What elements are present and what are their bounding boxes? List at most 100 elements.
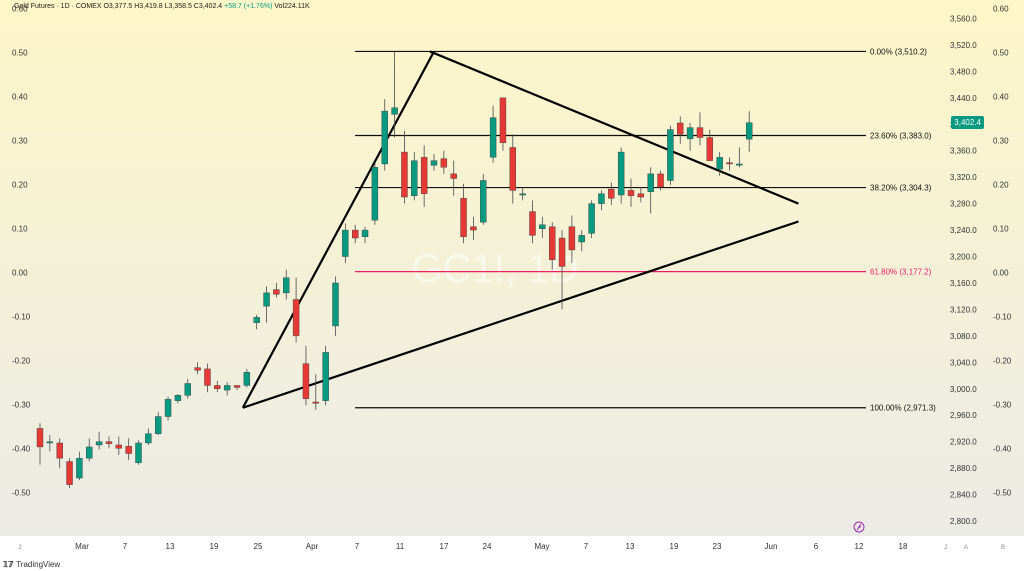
right-axis2-tick-label: 0.60 [993,5,1009,14]
candle-body[interactable] [194,367,201,371]
candle-body[interactable] [588,203,595,234]
x-axis-label: 13 [166,542,175,551]
candle-body[interactable] [529,211,536,236]
right-axis2-tick-label: 0.10 [993,225,1009,234]
candle-body[interactable] [539,224,546,229]
candle-body[interactable] [677,122,684,135]
candle-body[interactable] [637,193,645,198]
trendline-triangle-upper[interactable] [429,50,799,205]
candle-body[interactable] [263,292,270,307]
x-axis-label: 18 [899,542,908,551]
candle-body[interactable] [115,444,123,449]
candle-body[interactable] [174,395,182,401]
candle-body[interactable] [726,162,733,165]
candle-body[interactable] [401,151,408,198]
candle-body[interactable] [125,446,132,454]
candle-body[interactable] [450,173,457,179]
candle-body[interactable] [598,193,605,204]
candle-body[interactable] [519,193,526,196]
candle-body[interactable] [223,385,231,391]
candle-body[interactable] [381,110,388,165]
trendline-triangle-lower[interactable] [242,220,799,409]
candle-body[interactable] [420,157,428,194]
candle-body[interactable] [105,441,113,444]
candle-body[interactable] [746,122,753,140]
candle-body[interactable] [46,441,54,444]
candle-body[interactable] [509,147,516,191]
candle-body[interactable] [253,317,260,323]
price-tick-label: 3,200.0 [950,253,977,262]
candle-body[interactable] [135,442,142,464]
candle-body[interactable] [568,226,576,251]
candle-body[interactable] [352,229,359,239]
candle-body[interactable] [154,416,162,434]
candle-body[interactable] [499,97,507,144]
candle-body[interactable] [578,235,585,243]
candle-body[interactable] [716,157,723,170]
candle-body[interactable] [558,237,566,267]
candle-body[interactable] [549,226,556,261]
alert-icon[interactable] [853,521,865,533]
candle-body[interactable] [164,399,172,417]
symbol-header[interactable]: Gold Futures · 1D · COMEX O3,377.5 H3,41… [14,3,310,10]
fib-level-label: 38.20% (3,304.3) [870,184,932,193]
candle-body[interactable] [292,299,300,337]
fib-level-label: 23.60% (3,383.0) [870,132,932,141]
x-axis-label: 17 [440,542,449,551]
candle-body[interactable] [233,385,241,388]
candle-body[interactable] [489,117,497,158]
candle-body[interactable] [204,368,211,386]
candle-body[interactable] [617,151,625,196]
candle-body[interactable] [686,127,694,140]
x-axis-label: Jun [765,542,778,551]
candle-body[interactable] [736,163,743,166]
candle-body[interactable] [470,226,477,231]
candle-body[interactable] [214,385,221,389]
candle-body[interactable] [480,180,487,223]
candle-body[interactable] [243,372,251,386]
candle-body[interactable] [95,441,103,446]
candle-body[interactable] [440,158,448,168]
price-tick-label: 2,880.0 [950,464,977,473]
candle-body[interactable] [66,461,73,485]
ohlc-values: O3,377.5 H3,419.8 L3,358.5 C3,402.4 [103,3,223,10]
candle-body[interactable] [56,442,63,459]
candle-body[interactable] [361,229,369,237]
candle-body[interactable] [86,446,93,459]
candle-body[interactable] [667,129,674,181]
candle-body[interactable] [312,401,319,404]
candle-body[interactable] [657,173,664,188]
x-axis-label: 7 [355,542,360,551]
candle-body[interactable] [627,190,635,196]
candle-body[interactable] [706,137,713,161]
x-axis-label: 7 [123,542,128,551]
candle-body[interactable] [391,107,398,115]
candle-body[interactable] [460,198,467,237]
candle-body[interactable] [184,383,191,396]
candle-body[interactable] [647,173,654,192]
price-tick-label: 3,280.0 [950,200,977,209]
x-axis-label: 11 [396,542,405,551]
candle-body[interactable] [608,188,615,199]
footer-branding[interactable]: 𝟙𝟟 TradingView [3,560,60,569]
candle-body[interactable] [342,229,349,257]
candle-body[interactable] [696,127,704,138]
candle-body[interactable] [411,160,418,196]
candle-body[interactable] [302,363,310,399]
candle-body[interactable] [273,289,280,295]
candle-body[interactable] [332,282,339,327]
candle-body[interactable] [371,167,379,221]
x-axis-label: 24 [483,542,492,551]
x-axis-label: B [1001,545,1005,551]
candle-body[interactable] [283,277,290,294]
right-axis2-tick-label: 0.00 [993,269,1009,278]
candle-body[interactable] [322,352,329,401]
candle-body[interactable] [76,457,83,479]
trendline-swing-up[interactable] [241,50,435,409]
x-axis-label: May [534,542,549,551]
candle-body[interactable] [430,160,438,166]
candle-body[interactable] [145,433,152,444]
candle-body[interactable] [36,428,44,448]
right-axis2-tick-label: -0.30 [993,401,1012,410]
